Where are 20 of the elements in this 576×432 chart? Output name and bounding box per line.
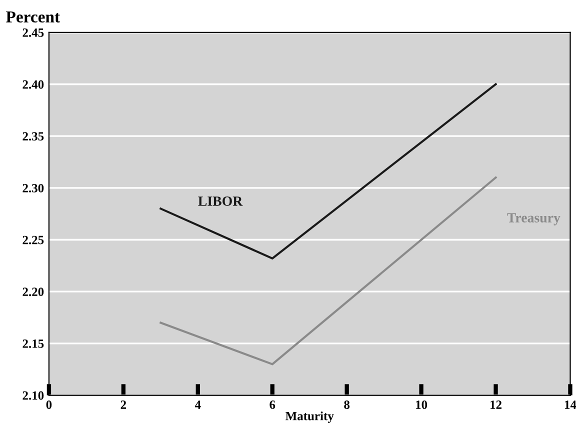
x-tick-label: 6 bbox=[270, 400, 276, 409]
y-tick-label: 2.25 bbox=[22, 236, 44, 244]
y-tick-label: 2.30 bbox=[22, 184, 44, 192]
text: Treasury bbox=[507, 213, 560, 226]
x-tick-label: 14 bbox=[564, 400, 576, 409]
y-axis-title: Percent bbox=[6, 11, 60, 23]
series-label: LIBOR bbox=[198, 196, 243, 206]
x-tick-label: 2 bbox=[120, 400, 126, 409]
y-tick-label: 2.10 bbox=[22, 391, 44, 400]
x-axis-title: Maturity bbox=[286, 411, 334, 423]
x-tick-label: 8 bbox=[344, 400, 350, 409]
x-tick-label: 12 bbox=[490, 400, 502, 409]
x-tick-label: 0 bbox=[46, 400, 52, 409]
x-tick-label: 10 bbox=[416, 400, 428, 409]
y-tick-label: 2.20 bbox=[22, 288, 44, 296]
x-tick-label: 4 bbox=[194, 400, 201, 409]
y-tick-label: 2.15 bbox=[22, 340, 44, 348]
y-tick-label: 2.35 bbox=[22, 132, 44, 141]
y-tick-label: 2.45 bbox=[22, 28, 44, 37]
y-tick-label: 2.40 bbox=[22, 80, 44, 89]
